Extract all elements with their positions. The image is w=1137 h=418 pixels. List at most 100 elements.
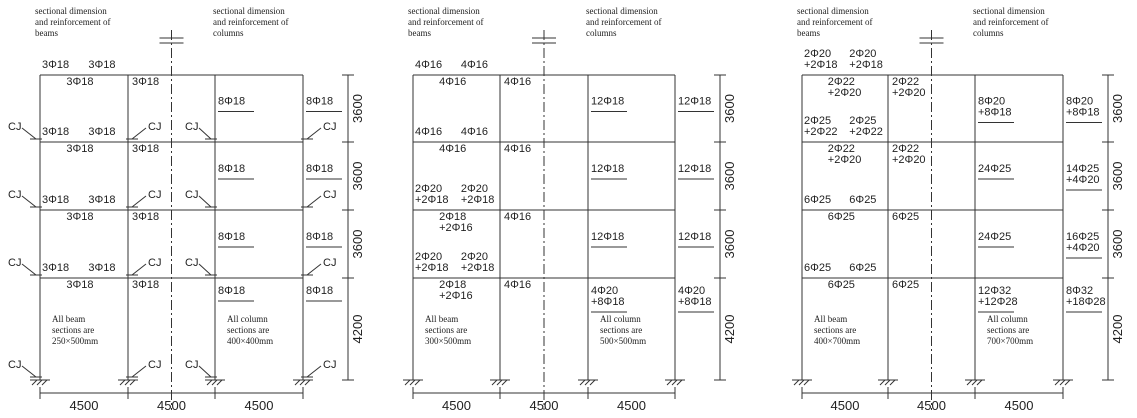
beam-midspan-rebar: 6Φ25 bbox=[892, 211, 919, 223]
joint-leader bbox=[199, 366, 211, 377]
header-beams: beams bbox=[35, 28, 58, 38]
joint-label: CJ bbox=[148, 189, 161, 201]
beam-midspan-rebar: 4Φ16 bbox=[439, 76, 466, 88]
beam-midspan-rebar: 4Φ16 bbox=[504, 279, 531, 291]
beam-support-rebar: 3Φ18 bbox=[88, 126, 115, 138]
joint-leader bbox=[199, 196, 211, 207]
drawing-sheet: sectional dimension and reinforcement of b… bbox=[0, 0, 1137, 418]
header-columns: sectional dimension bbox=[213, 6, 285, 16]
support-hatch bbox=[1053, 380, 1073, 385]
column-rebar: +18Φ28 bbox=[1066, 296, 1106, 308]
dimension-y: 4200 bbox=[722, 315, 737, 344]
column-rebar: 8Φ18 bbox=[218, 96, 245, 108]
beam-midspan-rebar: 4Φ16 bbox=[504, 143, 531, 155]
dimension-y: 4200 bbox=[350, 315, 365, 344]
joint-leader bbox=[132, 196, 146, 207]
header-columns: and reinforcement of bbox=[586, 17, 661, 27]
column-rebar: 8Φ18 bbox=[306, 231, 333, 243]
dimension-x: 4500 bbox=[530, 398, 559, 413]
joint-leader bbox=[22, 366, 36, 377]
header-columns: columns bbox=[213, 28, 244, 38]
dimension-y: 3600 bbox=[350, 230, 365, 259]
beam-support-rebar: 6Φ25 bbox=[804, 194, 831, 206]
support-hatch bbox=[578, 380, 598, 385]
beam-support-rebar: 3Φ18 bbox=[88, 194, 115, 206]
beam-midspan-rebar: 3Φ18 bbox=[66, 279, 93, 291]
note-beams: 300×500mm bbox=[425, 336, 471, 346]
beam-midspan-rebar: 3Φ18 bbox=[132, 143, 159, 155]
joint-label: CJ bbox=[8, 257, 21, 269]
note-beams: All beam bbox=[425, 314, 458, 324]
dimension-x: 4500 bbox=[831, 398, 860, 413]
column-rebar: 12Φ18 bbox=[678, 231, 711, 243]
joint-label: CJ bbox=[323, 257, 336, 269]
joint-leader bbox=[132, 128, 146, 139]
dimension-x: 4500 bbox=[245, 398, 274, 413]
beam-support-rebar: +2Φ18 bbox=[415, 262, 449, 274]
beam-midspan-rebar: 3Φ18 bbox=[66, 143, 93, 155]
beam-support-rebar: 4Φ16 bbox=[415, 59, 442, 71]
support-hatch bbox=[205, 380, 225, 385]
note-columns: All column bbox=[600, 314, 641, 324]
note-columns: sections are bbox=[987, 325, 1029, 335]
beam-midspan-rebar: 3Φ18 bbox=[132, 211, 159, 223]
beam-support-rebar: 3Φ18 bbox=[42, 262, 69, 274]
beam-midspan-rebar: +2Φ20 bbox=[892, 154, 926, 166]
header-beams: and reinforcement of bbox=[408, 17, 483, 27]
beam-midspan-rebar: +2Φ20 bbox=[892, 87, 926, 99]
dimension-y: 3600 bbox=[350, 94, 365, 123]
joint-label: CJ bbox=[185, 257, 198, 269]
joint-leader bbox=[199, 264, 211, 275]
joint-label: CJ bbox=[323, 121, 336, 133]
header-beams: sectional dimension bbox=[797, 6, 869, 16]
beam-support-rebar: 3Φ18 bbox=[42, 126, 69, 138]
joint-leader bbox=[307, 264, 321, 275]
joint-label: CJ bbox=[185, 189, 198, 201]
support-hatch bbox=[792, 380, 812, 385]
support-hatch bbox=[403, 380, 423, 385]
joint-leader bbox=[307, 196, 321, 207]
note-columns: All column bbox=[227, 314, 268, 324]
beam-support-rebar: +2Φ18 bbox=[804, 59, 838, 71]
beam-support-rebar: +2Φ22 bbox=[849, 126, 883, 138]
joint-label: CJ bbox=[8, 189, 21, 201]
support-hatch bbox=[293, 380, 313, 385]
note-beams: sections are bbox=[425, 325, 467, 335]
support-hatch bbox=[878, 380, 898, 385]
note-columns: 400×400mm bbox=[227, 336, 273, 346]
support-hatch bbox=[118, 380, 138, 385]
joint-leader bbox=[22, 264, 36, 275]
joint-label: CJ bbox=[323, 359, 336, 371]
dimension-y: 3600 bbox=[722, 162, 737, 191]
header-columns: sectional dimension bbox=[973, 6, 1045, 16]
support-hatch bbox=[665, 380, 685, 385]
joint-leader bbox=[132, 264, 146, 275]
joint-label: CJ bbox=[148, 359, 161, 371]
column-rebar: +4Φ20 bbox=[1066, 174, 1100, 186]
note-columns: All column bbox=[987, 314, 1028, 324]
column-rebar: +8Φ18 bbox=[978, 107, 1012, 119]
joint-label: CJ bbox=[8, 121, 21, 133]
column-rebar: 8Φ18 bbox=[218, 163, 245, 175]
column-rebar: 12Φ18 bbox=[678, 96, 711, 108]
beam-midspan-rebar: 3Φ18 bbox=[66, 211, 93, 223]
beam-support-rebar: +2Φ18 bbox=[461, 194, 495, 206]
joint-leader bbox=[199, 128, 211, 139]
header-columns: columns bbox=[586, 28, 617, 38]
header-columns: columns bbox=[973, 28, 1004, 38]
column-rebar: +12Φ28 bbox=[978, 296, 1018, 308]
support-hatch bbox=[30, 380, 50, 385]
column-rebar: 12Φ18 bbox=[591, 163, 624, 175]
column-rebar: 8Φ18 bbox=[306, 96, 333, 108]
beam-midspan-rebar: 3Φ18 bbox=[66, 76, 93, 88]
beam-midspan-rebar: +2Φ16 bbox=[439, 290, 473, 302]
beam-support-rebar: 4Φ16 bbox=[461, 126, 488, 138]
beam-midspan-rebar: 3Φ18 bbox=[132, 279, 159, 291]
joint-leader bbox=[132, 366, 146, 377]
joint-label: CJ bbox=[323, 189, 336, 201]
beam-midspan-rebar: +2Φ20 bbox=[828, 87, 862, 99]
header-beams: sectional dimension bbox=[35, 6, 107, 16]
beam-support-rebar: 3Φ18 bbox=[88, 262, 115, 274]
note-beams: All beam bbox=[814, 314, 847, 324]
note-beams: sections are bbox=[52, 325, 94, 335]
